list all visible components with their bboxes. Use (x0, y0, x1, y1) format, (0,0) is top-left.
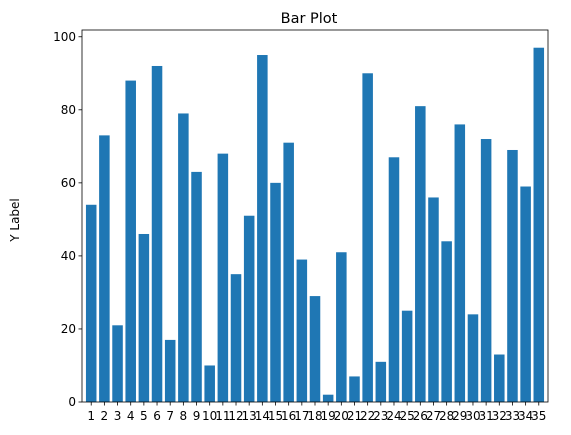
x-tick-label: 1 (87, 409, 95, 423)
bar-29 (454, 124, 466, 402)
y-ticks-group: 0 20 40 60 80 100 (53, 30, 82, 409)
bar-7 (164, 339, 176, 402)
bar-2 (99, 135, 110, 402)
y-tick-label: 40 (61, 249, 76, 263)
y-tick-label: 60 (61, 176, 76, 190)
x-tick-label: 33 (505, 409, 520, 423)
x-tick-label: 7 (166, 409, 174, 423)
x-tick-label: 2 (101, 409, 109, 423)
x-tick-label: 18 (307, 409, 322, 423)
bar-16 (283, 142, 294, 402)
x-tick-label: 10 (202, 409, 217, 423)
x-tick-label: 29 (452, 409, 467, 423)
bar-17 (296, 259, 308, 402)
bar-31 (480, 139, 492, 403)
bar-21 (349, 376, 360, 402)
bar-5 (138, 233, 150, 402)
bar-22 (362, 73, 373, 402)
x-tick-label: 20 (334, 409, 349, 423)
x-tick-label: 13 (242, 409, 257, 423)
bar-1 (85, 204, 97, 402)
bar-8 (178, 113, 189, 403)
bar-28 (441, 241, 452, 402)
chart-title: Bar Plot (281, 11, 338, 27)
x-tick-label: 30 (465, 409, 480, 423)
x-ticks-group: 1 2 3 4 5 6 7 8 9 1011121314151617181920212223242… (87, 402, 546, 423)
x-tick-label: 3 (114, 409, 122, 423)
bar-25 (401, 310, 413, 402)
bar-23 (375, 361, 387, 402)
axes-border (81, 29, 549, 403)
x-tick-label: 34 (518, 409, 533, 423)
bar-15 (270, 182, 281, 402)
x-tick-label: 31 (478, 409, 493, 423)
bar-6 (151, 65, 163, 402)
y-tick-label: 100 (53, 30, 76, 44)
bar-11 (217, 153, 229, 402)
x-tick-label: 19 (321, 409, 336, 423)
bar-27 (428, 197, 439, 402)
bar-9 (191, 171, 202, 402)
x-tick-label: 28 (439, 409, 454, 423)
bar-13 (243, 215, 255, 402)
x-tick-label: 17 (294, 409, 309, 423)
bar-4 (125, 80, 136, 403)
x-tick-label: 5 (140, 409, 148, 423)
y-axis-label: Y Label (8, 198, 22, 243)
x-tick-label: 32 (492, 409, 507, 423)
y-tick-label: 20 (61, 322, 76, 336)
bar-18 (309, 296, 321, 402)
bars-group (85, 47, 545, 403)
bar-20 (336, 252, 347, 402)
x-tick-label: 15 (268, 409, 283, 423)
x-tick-label: 35 (531, 409, 546, 423)
bar-10 (204, 365, 215, 402)
x-tick-label: 27 (426, 409, 441, 423)
x-tick-label: 8 (180, 409, 188, 423)
bar-14 (257, 55, 268, 403)
x-tick-label: 12 (228, 409, 243, 423)
x-tick-label: 21 (347, 409, 362, 423)
x-tick-label: 9 (193, 409, 201, 423)
x-tick-label: 22 (360, 409, 375, 423)
x-tick-label: 23 (373, 409, 388, 423)
bar-30 (467, 314, 479, 402)
bar-3 (112, 325, 123, 402)
bar-24 (388, 157, 400, 402)
bar-26 (415, 106, 426, 402)
x-tick-label: 11 (215, 409, 230, 423)
bar-33 (507, 149, 518, 402)
bar-19 (322, 394, 334, 402)
bar-34 (520, 186, 531, 402)
axes-frame (81, 29, 549, 403)
y-tick-label: 0 (68, 395, 76, 409)
x-tick-label: 16 (281, 409, 296, 423)
bar-12 (230, 274, 242, 402)
x-tick-label: 25 (400, 409, 415, 423)
x-tick-label: 14 (255, 409, 270, 423)
bar-32 (494, 354, 505, 402)
x-tick-label: 6 (153, 409, 161, 423)
x-tick-label: 4 (127, 409, 135, 423)
y-tick-label: 80 (61, 103, 76, 117)
x-tick-label: 26 (413, 409, 428, 423)
x-tick-label: 24 (386, 409, 401, 423)
bar-35 (533, 47, 545, 402)
